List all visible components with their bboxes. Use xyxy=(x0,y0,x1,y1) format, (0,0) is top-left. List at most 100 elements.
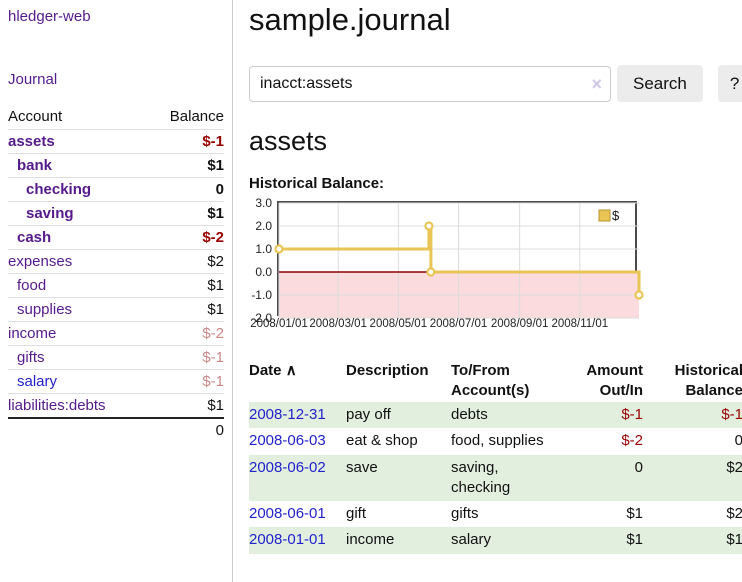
register-row: 2008-06-01 gift gifts $1 $2 xyxy=(249,501,742,527)
account-row: gifts $-1 xyxy=(8,345,224,370)
clear-search-icon[interactable]: × xyxy=(591,73,602,94)
page-title: sample.journal xyxy=(249,2,451,37)
transaction-balance: $2 xyxy=(726,505,742,522)
sidebar-account-link[interactable]: cash xyxy=(17,229,52,246)
accounts-total-spacer xyxy=(8,417,147,442)
account-row: bank $1 xyxy=(8,153,224,178)
accounts-header-balance: Balance xyxy=(169,108,224,125)
accounts-total-balance: 0 xyxy=(146,417,224,442)
register-header-description: Description xyxy=(346,362,429,379)
accounts-table: Account Balance assets $-1 bank $1 checking 0… xyxy=(8,105,224,442)
accounts-header-account: Account xyxy=(8,108,63,125)
transaction-date-link[interactable]: 2008-06-03 xyxy=(249,432,326,450)
sidebar-account-link[interactable]: salary xyxy=(17,373,58,390)
account-balance: $-1 xyxy=(146,129,224,154)
transaction-date-cell: 2008-12-31 xyxy=(249,402,346,428)
transaction-description: save xyxy=(346,458,378,476)
account-row: supplies $1 xyxy=(8,297,224,322)
sidebar-account-link[interactable]: checking xyxy=(26,181,92,198)
sidebar-account-link[interactable]: bank xyxy=(17,157,53,174)
account-heading: assets xyxy=(249,126,328,156)
account-balance: $-2 xyxy=(146,321,224,346)
sidebar-account-link[interactable]: saving xyxy=(26,205,74,222)
account-balance: $-1 xyxy=(146,369,224,394)
transaction-amount: $1 xyxy=(626,531,643,549)
sidebar-account-link[interactable]: food xyxy=(17,277,47,294)
account-row: liabilities:debts $1 xyxy=(8,393,224,418)
transaction-amount: $-2 xyxy=(621,432,643,450)
sidebar-account-link[interactable]: supplies xyxy=(17,301,73,318)
transaction-description: income xyxy=(346,531,395,549)
account-row: cash $-2 xyxy=(8,225,224,250)
legend-label: $ xyxy=(612,208,620,223)
account-row: assets $-1 xyxy=(8,129,224,154)
transaction-date-link[interactable]: 2008-06-01 xyxy=(249,505,326,522)
x-tick-label: 2008/05/01 xyxy=(369,318,428,330)
transaction-amount: $-1 xyxy=(621,406,643,423)
account-row: income $-2 xyxy=(8,321,224,346)
help-button[interactable]: ? xyxy=(717,65,742,102)
register-row: 2008-06-03 eat & shop food, supplies $-2 0 xyxy=(249,428,742,454)
account-balance: 0 xyxy=(146,177,224,202)
sidebar-account-link[interactable]: expenses xyxy=(8,253,73,270)
y-tick-label: 3.0 xyxy=(255,196,272,210)
historical-balance-chart: 3.0 2.0 1.0 0.0 -1.0 -2.0 $ 2008/01/01 2008/03… xyxy=(249,196,742,333)
account-balance: $1 xyxy=(146,273,224,298)
chart-title: Historical Balance: xyxy=(249,175,385,192)
account-balance: $1 xyxy=(146,201,224,226)
y-tick-label: 1.0 xyxy=(255,242,272,256)
sidebar-account-link[interactable]: liabilities:debts xyxy=(8,397,106,414)
chart-x-axis: 2008/01/01 2008/03/01 2008/05/01 2008/07/01… xyxy=(250,316,637,333)
search-input[interactable] xyxy=(249,65,611,102)
transaction-accounts: debts xyxy=(451,406,488,423)
x-tick-label: 2008/11/01 xyxy=(551,318,609,330)
transaction-date-link[interactable]: 2008-06-02 xyxy=(249,458,326,476)
x-tick-label: 2008/01/01 xyxy=(250,318,308,330)
register-header-accounts: To/From Account(s) xyxy=(451,362,530,399)
register-header-date: Date ∧ xyxy=(249,359,346,402)
register-table-body: 2008-12-31 pay off debts $-1 $-1 2008-06-03 ea… xyxy=(249,402,742,554)
search-button[interactable]: Search xyxy=(617,65,703,102)
transaction-balance: $2 xyxy=(726,458,742,476)
accounts-total-row: 0 xyxy=(8,417,224,442)
chart-plot-area: $ 2008/01/01 2008/03/01 2008/05/01 2008/07/… xyxy=(250,201,644,333)
app-title-link[interactable]: hledger-web xyxy=(8,8,91,25)
chart-y-axis: 3.0 2.0 1.0 0.0 -1.0 -2.0 xyxy=(249,196,277,333)
transaction-description: gift xyxy=(346,505,367,522)
accounts-header-row: Account Balance xyxy=(8,105,224,130)
register-header-balance: Historical Balance xyxy=(674,362,742,399)
register-row: 2008-01-01 income salary $1 $1 xyxy=(249,527,742,554)
transaction-balance: $-1 xyxy=(721,406,742,423)
sort-ascending-icon: ∧ xyxy=(285,362,297,379)
sidebar-account-link[interactable]: gifts xyxy=(17,349,45,366)
account-row: food $1 xyxy=(8,273,224,298)
account-balance: $1 xyxy=(146,393,224,418)
transaction-description: eat & shop xyxy=(346,432,418,450)
transaction-date-cell: 2008-01-01 xyxy=(249,527,346,553)
register-header-amount: Amount Out/In xyxy=(586,362,643,399)
sidebar-item-journal[interactable]: Journal xyxy=(8,71,58,88)
main-content: sample.journal × Search ? assets Histori… xyxy=(233,0,742,582)
transaction-balance: 0 xyxy=(734,432,742,450)
transaction-accounts: gifts xyxy=(451,505,479,522)
y-tick-label: -1.0 xyxy=(251,288,272,302)
transaction-amount: 0 xyxy=(634,458,643,476)
account-row: saving $1 xyxy=(8,201,224,226)
sidebar-account-link[interactable]: assets xyxy=(8,133,55,150)
transaction-balance: $1 xyxy=(726,531,742,549)
transaction-accounts: food, supplies xyxy=(451,432,544,450)
chart-plot: $ xyxy=(274,201,644,319)
transaction-date-link[interactable]: 2008-01-01 xyxy=(249,531,326,549)
transaction-date-link[interactable]: 2008-12-31 xyxy=(249,406,326,423)
account-balance: $-2 xyxy=(146,225,224,250)
y-tick-label: 0.0 xyxy=(255,265,272,279)
register-header-row: Date ∧ Description To/From Account(s) Am… xyxy=(249,359,742,402)
sidebar: hledger-web Journal Account Balance asse… xyxy=(0,0,233,582)
x-tick-label: 2008/07/01 xyxy=(429,318,488,330)
sidebar-account-link[interactable]: income xyxy=(8,325,57,342)
search-box: × xyxy=(249,65,611,102)
account-balance: $2 xyxy=(146,249,224,274)
search-bar: × Search ? xyxy=(249,65,742,102)
account-balance: $1 xyxy=(146,297,224,322)
